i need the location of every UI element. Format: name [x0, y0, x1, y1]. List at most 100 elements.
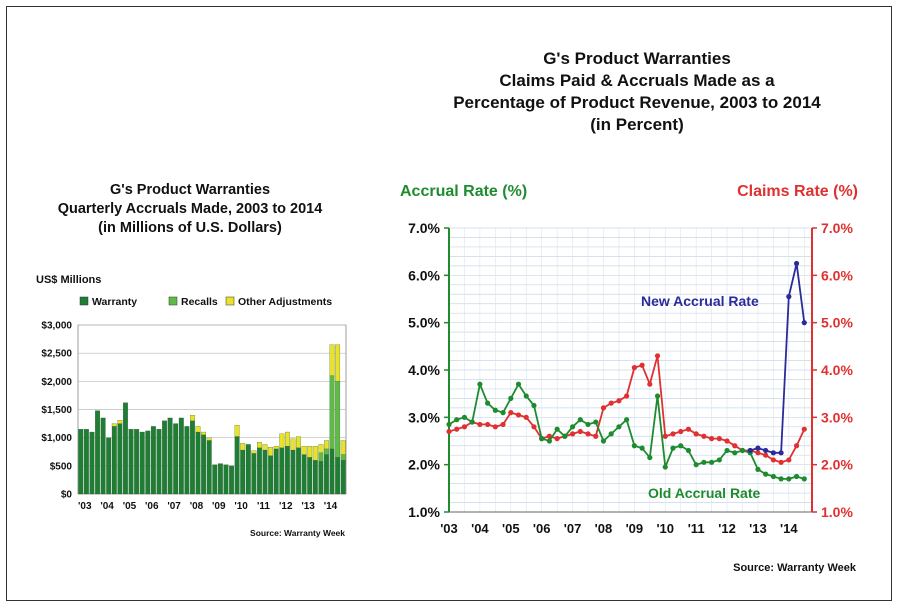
old-accrual-rate-point: [500, 410, 506, 416]
left-bar-other-adjustments: [290, 438, 296, 451]
left-bar-other-adjustments: [301, 445, 307, 455]
claims-rate-point: [531, 424, 537, 430]
left-bar-warranty: [156, 429, 162, 495]
right-right-y-tick-label: 7.0%: [821, 220, 853, 236]
left-bar-warranty: [245, 444, 251, 495]
right-x-tick-label: '12: [718, 521, 736, 536]
claims-rate-point: [600, 405, 607, 411]
old-accrual-rate-point: [616, 424, 622, 430]
left-bar-warranty: [195, 431, 201, 495]
claims-rate-point: [670, 431, 676, 437]
right-x-tick-label: '11: [688, 521, 705, 536]
left-bar-warranty: [173, 423, 179, 495]
old-accrual-rate-point: [469, 419, 475, 425]
old-accrual-rate-point: [531, 402, 537, 409]
left-y-tick-label: $1,500: [41, 405, 72, 416]
left-bar-warranty: [217, 463, 223, 495]
claims-rate-point: [701, 433, 707, 439]
left-bar-other-adjustments: [206, 437, 212, 441]
new-accrual-rate-point: [778, 450, 784, 456]
left-bar-other-adjustments: [201, 431, 207, 435]
left-chart-source: Source: Warranty Week: [250, 528, 345, 538]
left-bar-other-adjustments: [279, 433, 285, 448]
right-chart-lines: [446, 260, 807, 482]
left-bar-warranty: [251, 453, 257, 495]
left-x-tick-label: '11: [257, 501, 270, 512]
right-right-y-tick-label: 2.0%: [821, 457, 853, 473]
old-accrual-rate-point: [508, 395, 514, 401]
left-y-tick-label: $3,000: [41, 321, 72, 332]
left-bar-warranty: [273, 448, 279, 495]
claims-rate-point: [678, 428, 684, 435]
left-y-tick-label: $2,000: [41, 377, 72, 388]
left-bar-other-adjustments: [195, 426, 201, 433]
old-accrual-rate-point: [546, 438, 553, 444]
right-chart-subtitle-3: (in Percent): [590, 115, 684, 134]
left-chart-grid: [77, 324, 347, 495]
old-accrual-rate-point: [670, 445, 676, 451]
old-accrual-rate-point: [701, 459, 707, 465]
left-bar-warranty: [150, 426, 156, 495]
left-bar-warranty: [301, 454, 307, 495]
left-legend-swatch: [168, 296, 178, 306]
right-chart-x-ticks: '03 '04 '05 '06 '07 '08 '09 '10 '11 '12 '13 '14: [440, 521, 798, 536]
right-left-y-tick-label: 6.0%: [408, 267, 440, 283]
right-right-y-tick-label: 3.0%: [821, 409, 853, 425]
claims-rate-point: [554, 436, 560, 442]
old-accrual-rate-point: [631, 443, 637, 449]
claims-rate-point: [716, 436, 722, 442]
right-x-tick-label: '06: [533, 521, 551, 536]
right-left-y-tick-label: 3.0%: [408, 409, 440, 425]
left-y-tick-label: $500: [50, 461, 73, 472]
old-accrual-rate-point: [739, 447, 746, 454]
left-bar-other-adjustments: [340, 440, 346, 455]
left-bar-warranty: [190, 420, 195, 495]
old-accrual-rate-point: [515, 381, 522, 387]
left-bar-warranty: [229, 465, 234, 495]
left-bar-other-adjustments: [251, 450, 257, 454]
left-chart-y-ticks: $0 $500 $1,000 $1,500 $2,000 $2,500 $3,000: [41, 321, 72, 501]
left-bar-warranty: [162, 420, 167, 495]
left-bar-warranty: [145, 430, 151, 495]
claims-rate-point: [577, 428, 583, 435]
claims-rate-point: [770, 457, 776, 463]
claims-rate-point: [724, 438, 730, 444]
left-bar-warranty: [134, 429, 140, 495]
new-accrual-rate-point: [786, 294, 792, 300]
left-y-tick-label: $1,000: [41, 433, 72, 444]
left-bar-other-adjustments: [262, 444, 268, 451]
left-legend-swatch: [79, 296, 89, 306]
left-bar-warranty: [296, 447, 301, 495]
old-accrual-rate-point: [600, 438, 607, 444]
new-accrual-rate-point: [755, 445, 761, 451]
left-x-tick-label: '14: [324, 501, 338, 512]
old-accrual-rate-point: [778, 476, 784, 482]
right-x-tick-label: '03: [440, 521, 458, 536]
left-x-tick-label: '09: [212, 501, 226, 512]
left-bar-warranty: [139, 431, 145, 495]
left-x-tick-label: '10: [234, 501, 248, 512]
left-legend-label: Recalls: [181, 296, 218, 308]
left-bar-warranty: [312, 460, 318, 495]
left-y-tick-label: $0: [61, 490, 73, 501]
old-accrual-rate-point: [554, 426, 560, 432]
old-accrual-rate-point: [770, 473, 776, 480]
old-accrual-rate-point: [763, 471, 769, 477]
new-accrual-rate-point: [793, 260, 800, 267]
left-bar-warranty: [128, 429, 134, 495]
right-left-y-tick-label: 2.0%: [408, 457, 440, 473]
old-accrual-rate-point: [716, 457, 722, 463]
left-bar-other-adjustments: [296, 436, 301, 448]
left-bar-warranty: [324, 454, 329, 495]
old-accrual-rate-point: [624, 417, 630, 423]
left-chart-legend: Warranty Recalls Other Adjustments: [79, 296, 332, 308]
left-bar-recalls: [324, 448, 329, 455]
old-accrual-rate-point: [724, 447, 730, 454]
claims-rate-point: [801, 426, 807, 432]
left-bar-recalls: [318, 452, 324, 462]
claims-rate-point: [446, 428, 452, 435]
left-bar-other-adjustments: [268, 447, 274, 456]
left-bar-warranty: [262, 449, 268, 495]
left-bar-warranty: [123, 402, 128, 495]
